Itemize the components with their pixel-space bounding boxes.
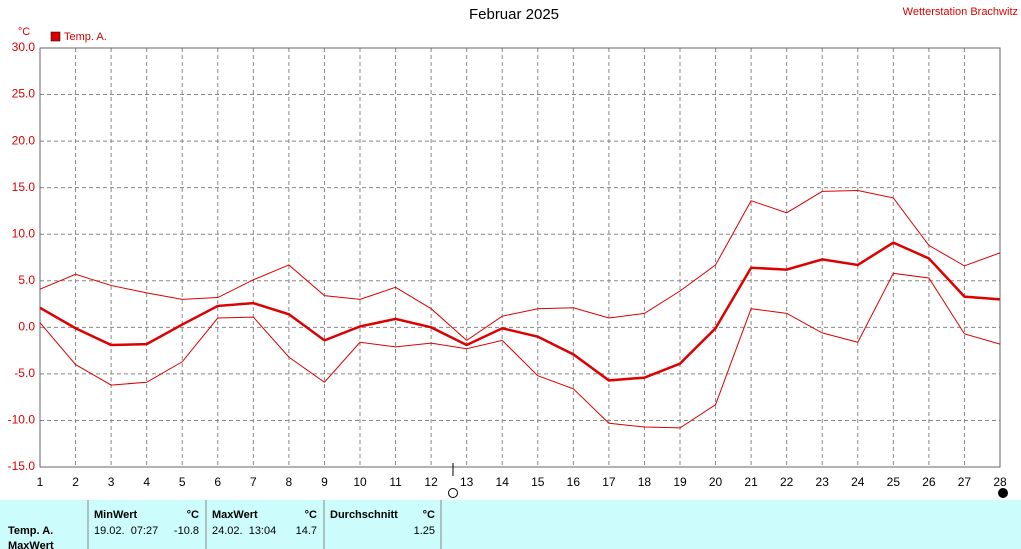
x-tick-label: 12: [424, 475, 438, 489]
series-line: [39, 241, 1001, 382]
x-tick-label: 3: [108, 475, 115, 489]
column-header: MaxWert: [212, 509, 258, 521]
plot-border: [39, 47, 1001, 468]
x-tick-label: 24: [851, 475, 865, 489]
y-unit: °C: [18, 26, 30, 38]
column-unit: °C: [305, 509, 317, 521]
x-tick-label: 13: [460, 475, 474, 489]
x-tick-label: 19: [673, 475, 687, 489]
y-tick-label: 10.0: [12, 226, 36, 240]
column-unit: °C: [187, 509, 199, 521]
marker-filled: [998, 488, 1008, 498]
plot-area: -15.0 -10.0 -5.0 0.0 5.0 10.0 15.0 20.0 25.0 30.0…: [8, 40, 1007, 489]
y-tick-label: -5.0: [14, 366, 35, 380]
x-tick-label: 26: [922, 475, 936, 489]
y-tick-label: -10.0: [8, 413, 36, 427]
y-tick-label: 25.0: [12, 87, 36, 101]
cell-time: 24.02. 13:04: [212, 525, 276, 537]
x-tick-label: 22: [780, 475, 794, 489]
x-tick-label: 28: [993, 475, 1007, 489]
legend-swatch: [50, 31, 61, 42]
station-name: Wetterstation Brachwitz: [903, 6, 1018, 18]
y-tick-label: -15.0: [8, 459, 36, 473]
row-label: MaxWert: [8, 540, 54, 549]
x-tick-label: 4: [143, 475, 150, 489]
x-tick-label: 25: [887, 475, 901, 489]
cell-time: 19.02. 07:27: [94, 525, 158, 537]
legend-label: Temp. A.: [64, 31, 107, 43]
x-tick-label: 16: [567, 475, 581, 489]
x-tick-label: 14: [496, 475, 510, 489]
x-tick-label: 8: [286, 475, 293, 489]
y-tick-label: 15.0: [12, 180, 36, 194]
y-tick-label: 20.0: [12, 133, 36, 147]
y-tick-label: 0.0: [18, 320, 35, 334]
x-tick-label: 9: [321, 475, 328, 489]
x-tick-label: 11: [389, 475, 402, 489]
row-label: Temp. A.: [8, 525, 53, 537]
marker-open: [448, 488, 458, 498]
x-tick-label: 1: [37, 475, 44, 489]
x-tick-label: 21: [744, 475, 758, 489]
x-tick-label: 17: [602, 475, 616, 489]
x-tick-label: 20: [709, 475, 723, 489]
chart-title: Februar 2025: [469, 6, 559, 23]
x-tick-label: 10: [353, 475, 367, 489]
table-background: [0, 500, 1021, 549]
x-tick-label: 5: [179, 475, 186, 489]
series-line: [39, 272, 1001, 429]
column-unit: °C: [423, 509, 435, 521]
x-tick-label: 7: [250, 475, 257, 489]
cell-value: 1.25: [414, 525, 435, 537]
stats-table: Temp. A. MaxWert MinWert °C 19.02. 07:27 -1…: [0, 500, 1021, 549]
y-tick-label: 30.0: [12, 40, 36, 54]
x-tick-label: 18: [638, 475, 652, 489]
x-tick-label: 6: [214, 475, 221, 489]
cell-value: -10.8: [174, 525, 199, 537]
column-header: MinWert: [94, 509, 138, 521]
cell-value: 14.7: [296, 525, 317, 537]
x-tick-label: 27: [958, 475, 972, 489]
x-tick-label: 15: [531, 475, 545, 489]
y-tick-label: 5.0: [18, 273, 35, 287]
column-header: Durchschnitt: [330, 509, 398, 521]
series-line: [39, 189, 1001, 342]
x-tick-label: 2: [72, 475, 79, 489]
x-tick-label: 23: [816, 475, 830, 489]
